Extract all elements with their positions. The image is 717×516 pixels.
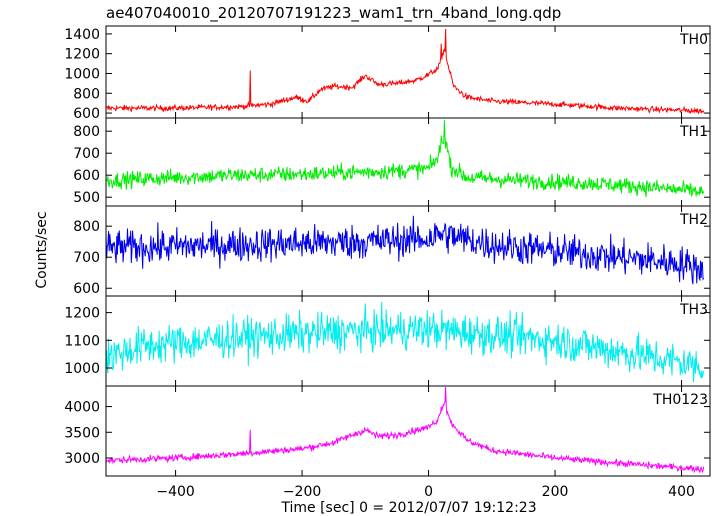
panel-th1: 500 600 700 800 TH1 <box>73 117 711 207</box>
y-tick-label: 800 <box>73 86 100 102</box>
x-tick-label: 400 <box>668 484 695 500</box>
y-tick-label: 1400 <box>64 27 100 43</box>
series-line-th0 <box>105 28 705 115</box>
panel-th3: 1000 1100 1200 TH3 <box>64 295 711 387</box>
panel-label: TH0123 <box>652 392 708 408</box>
panel-label: TH2 <box>679 212 708 228</box>
y-tick-label: 600 <box>73 106 100 122</box>
y-axis-label: Counts/sec <box>34 211 50 288</box>
x-tick-label: −200 <box>283 484 321 500</box>
series-line-th1 <box>105 120 705 197</box>
chart-title: ae407040010_20120707191223_wam1_trn_4ban… <box>106 4 561 23</box>
panel-label: TH1 <box>679 124 708 140</box>
y-tick-label: 800 <box>73 219 100 235</box>
y-tick-label: 700 <box>73 146 100 162</box>
panel-th0123: 3000 3500 4000 TH0123 <box>64 385 711 477</box>
y-tick-label: 3000 <box>64 451 100 467</box>
y-tick-label: 700 <box>73 250 100 266</box>
panels: 600 800 1000 1200 1400 TH0 500 600 700 800 TH1 600 7… <box>64 25 711 500</box>
x-tick-label: 200 <box>542 484 569 500</box>
series-line-th0123 <box>105 387 705 474</box>
y-tick-label: 1000 <box>64 361 100 377</box>
panel-frame <box>105 117 711 207</box>
y-tick-label: 600 <box>73 168 100 184</box>
y-tick-label: 1200 <box>64 306 100 322</box>
y-tick-label: 500 <box>73 190 100 206</box>
panel-label: TH3 <box>679 302 708 318</box>
series-line-th3 <box>105 301 705 383</box>
panel-frame <box>105 25 711 119</box>
y-tick-label: 1000 <box>64 66 100 82</box>
y-tick-label: 1200 <box>64 47 100 63</box>
panel-frame <box>105 385 711 477</box>
panel-th0: 600 800 1000 1200 1400 TH0 <box>64 25 711 122</box>
x-axis-label: Time [sec] 0 = 2012/07/07 19:12:23 <box>280 500 536 516</box>
series-line-th2 <box>105 215 705 285</box>
y-tick-label: 800 <box>73 124 100 140</box>
y-tick-label: 3500 <box>64 425 100 441</box>
y-tick-label: 600 <box>73 281 100 297</box>
y-tick-label: 4000 <box>64 400 100 416</box>
x-tick-label: −400 <box>156 484 194 500</box>
x-tick-label: 0 <box>424 484 433 500</box>
panel-th2: 600 700 800 TH2 <box>73 205 711 297</box>
panel-label: TH0 <box>679 32 708 48</box>
y-tick-label: 1100 <box>64 333 100 349</box>
